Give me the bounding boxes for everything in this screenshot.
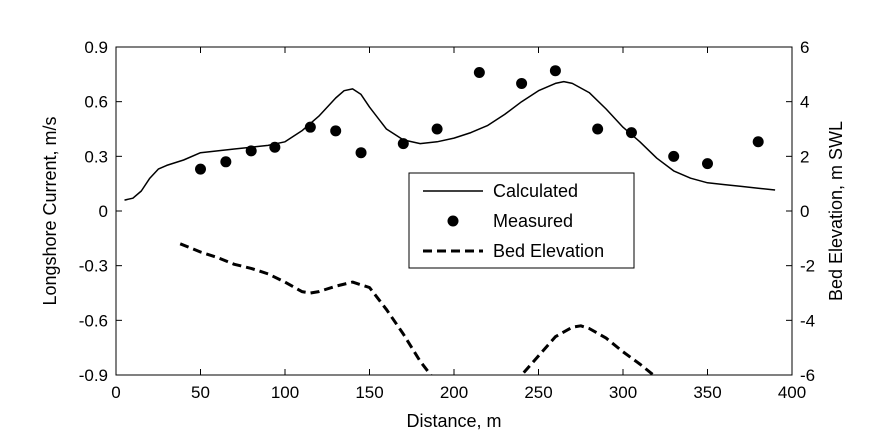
measured-point (516, 77, 528, 89)
x-tick-label: 350 (693, 383, 721, 402)
left-y-tick-label: -0.9 (79, 366, 108, 385)
left-y-axis-label: Longshore Current, m/s (40, 116, 60, 305)
right-y-tick-label: -4 (800, 311, 815, 330)
right-y-axis-label: Bed Elevation, m SWL (826, 121, 846, 301)
left-y-tick-label: 0.9 (84, 38, 108, 57)
series-calculated-line (124, 80, 776, 201)
legend-entry-label: Measured (493, 211, 573, 231)
measured-point (220, 156, 232, 168)
series-measured (195, 65, 764, 175)
x-tick-label: 250 (524, 383, 552, 402)
measured-point (330, 125, 342, 137)
left-y-tick-label: -0.3 (79, 257, 108, 276)
legend-entry-label: Bed Elevation (493, 241, 604, 261)
right-y-tick-label: 6 (800, 38, 809, 57)
left-y-tick-label: 0.6 (84, 93, 108, 112)
measured-point (304, 121, 316, 133)
x-tick-label: 400 (778, 383, 806, 402)
measured-point (549, 65, 561, 77)
series-layer (124, 65, 776, 375)
right-y-tick-label: 0 (800, 202, 809, 221)
legend-symbol-measured (447, 215, 459, 227)
measured-point (195, 163, 206, 175)
right-y-tick-label: 4 (800, 93, 809, 112)
right-y-tick-label: 2 (800, 147, 809, 166)
measured-point (397, 138, 409, 150)
measured-point (702, 158, 713, 170)
x-tick-label: 150 (355, 383, 383, 402)
measured-point (752, 136, 764, 148)
x-tick-label: 200 (440, 383, 468, 402)
measured-point (473, 67, 485, 79)
legend: Calculated Measured Bed Elevation (408, 172, 635, 269)
legend-box (408, 172, 635, 269)
left-y-tick-label: 0.3 (84, 147, 108, 166)
measured-point (355, 147, 367, 159)
x-tick-label: 0 (111, 383, 120, 402)
x-axis-label: Distance, m (406, 411, 501, 431)
x-tick-label: 300 (609, 383, 637, 402)
x-tick-label: 100 (271, 383, 299, 402)
measured-point (245, 145, 257, 157)
x-axis: 0 50 100 150 200 250 300 350 400 (111, 47, 806, 402)
right-y-tick-label: -6 (800, 366, 815, 385)
legend-entry-label: Calculated (493, 181, 578, 201)
measured-point (269, 141, 281, 153)
measured-point (668, 150, 680, 162)
left-y-tick-label: 0 (99, 202, 108, 221)
right-y-tick-label: -2 (800, 257, 815, 276)
measured-point (592, 123, 604, 135)
measured-point (431, 123, 443, 135)
x-tick-label: 50 (191, 383, 210, 402)
measured-point (625, 127, 637, 139)
right-y-axis: 6 4 2 0 -2 -4 -6 (786, 38, 815, 385)
left-y-axis: 0.9 0.6 0.3 0 -0.3 -0.6 -0.9 (79, 38, 122, 385)
left-y-tick-label: -0.6 (79, 311, 108, 330)
